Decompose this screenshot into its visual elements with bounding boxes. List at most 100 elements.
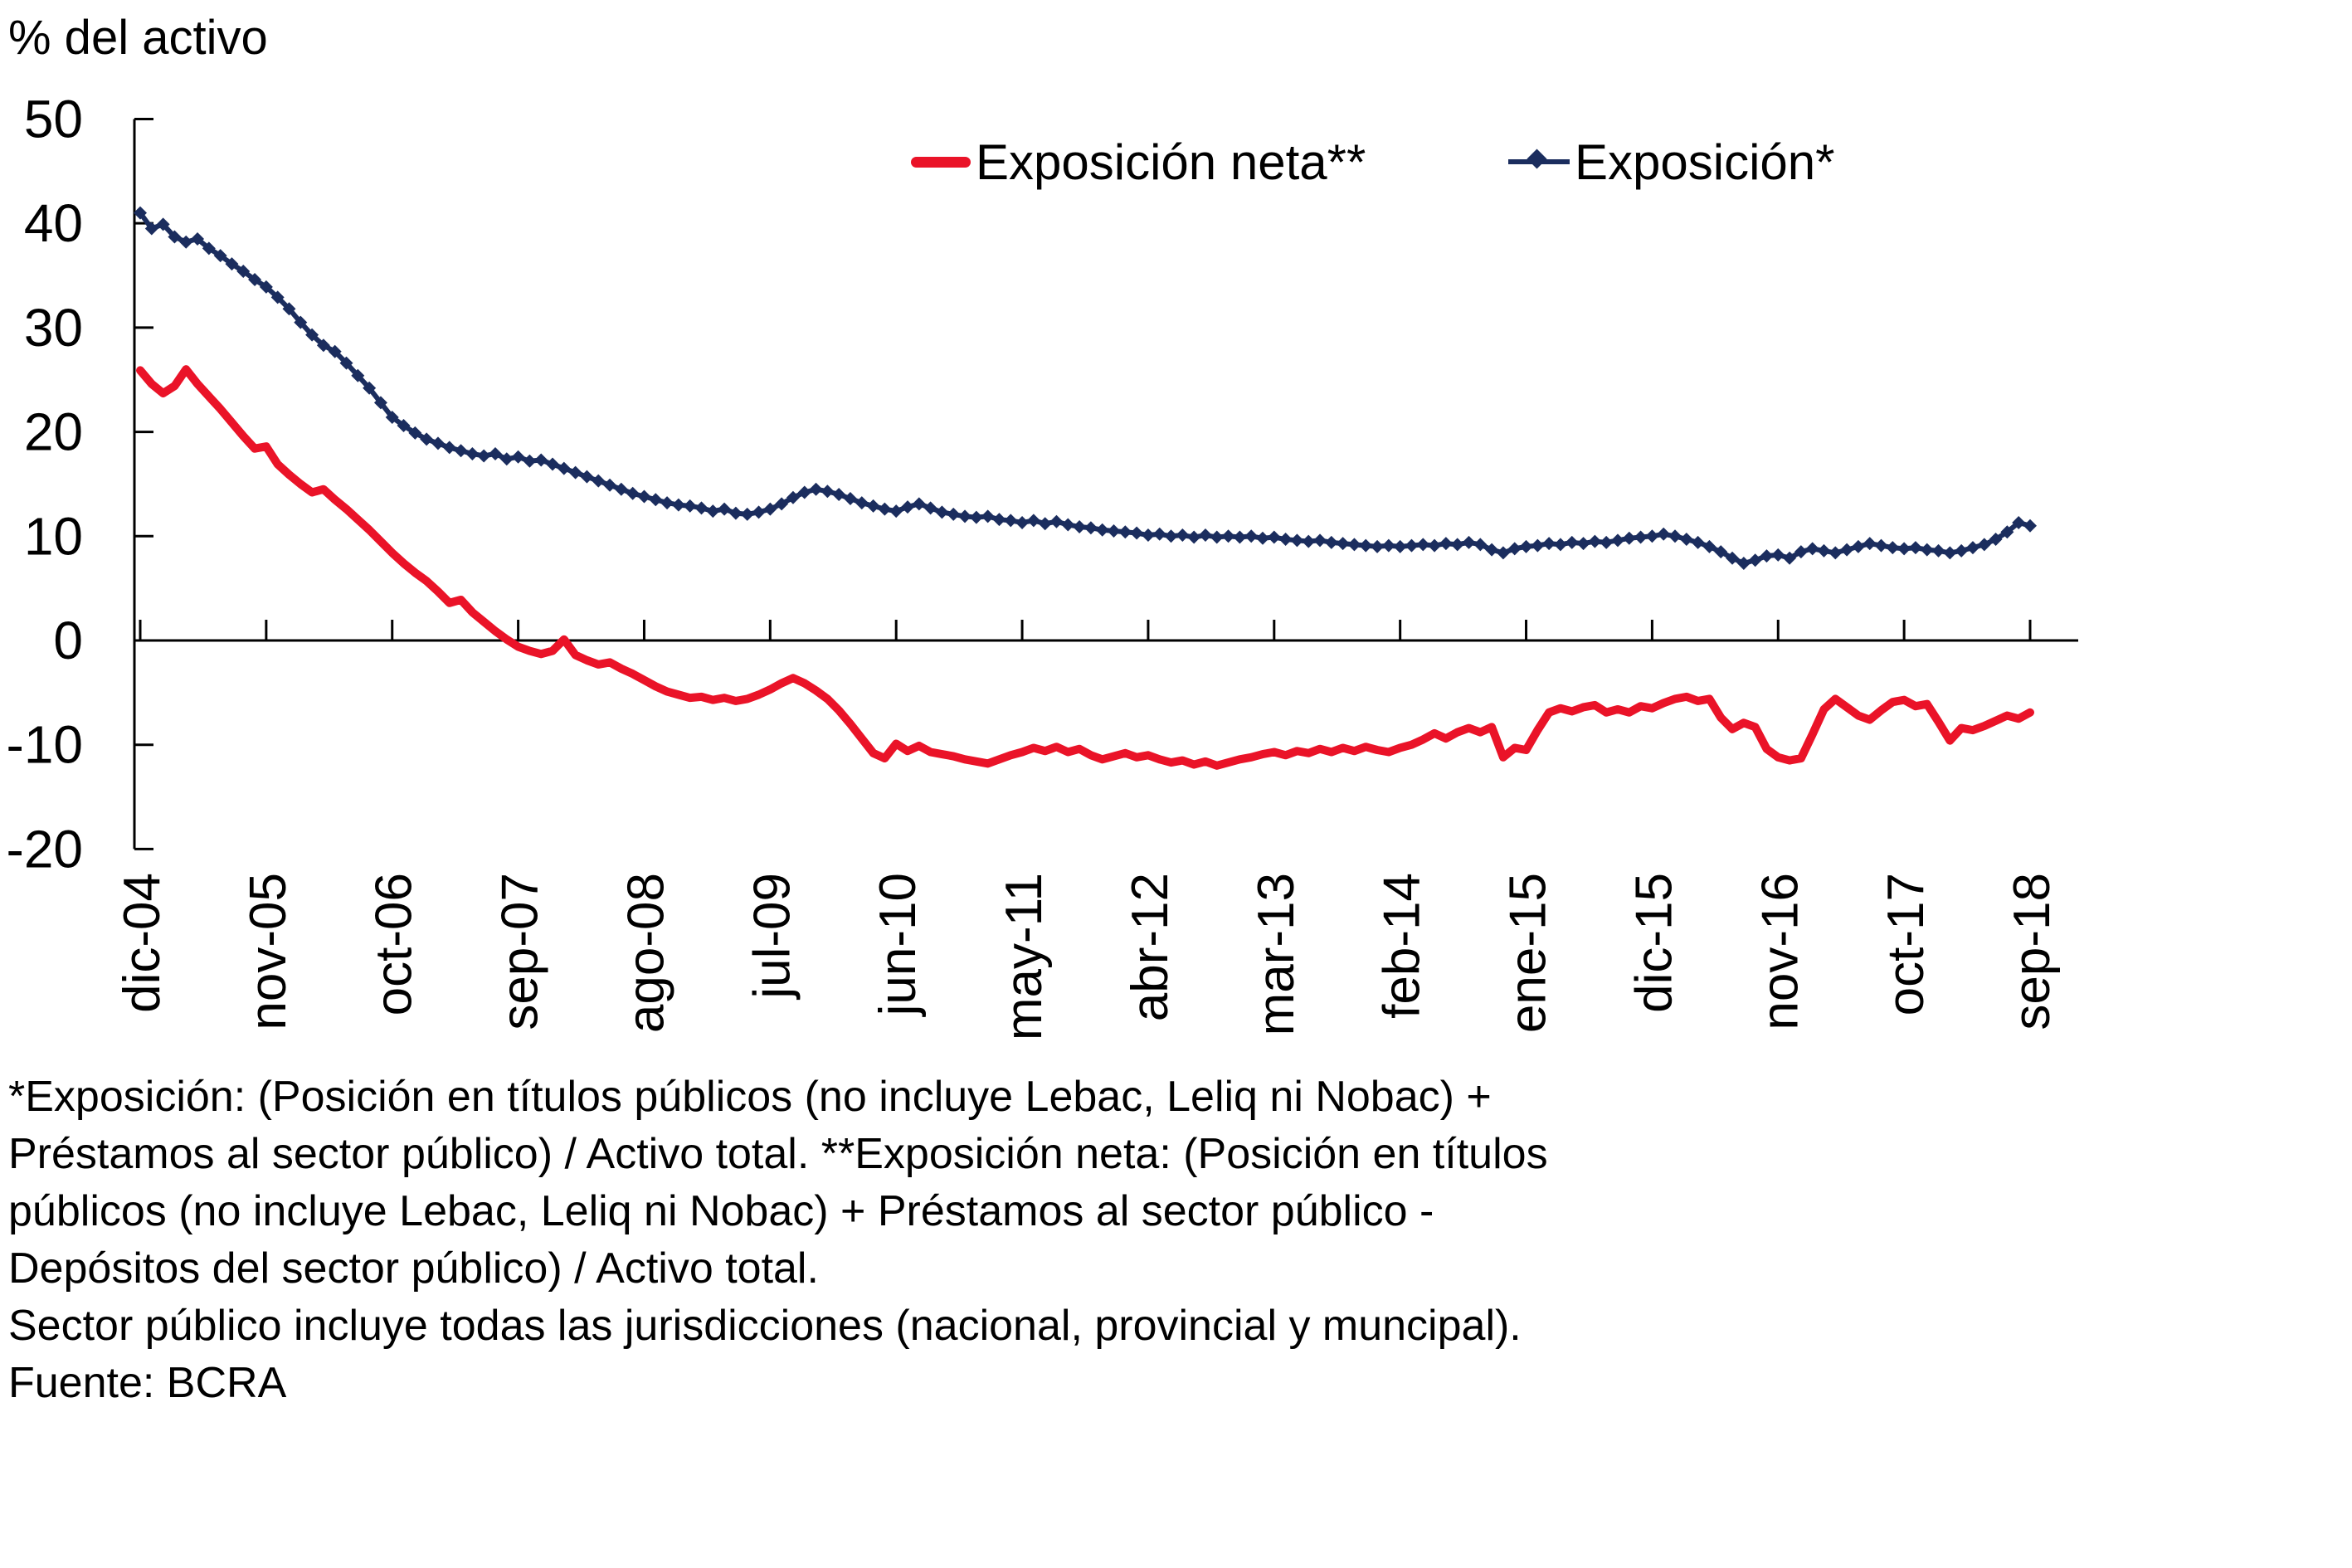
data-point-marker: [728, 506, 743, 520]
data-point-marker: [797, 485, 811, 499]
data-point-marker: [1977, 538, 1991, 552]
data-point-marker: [1588, 534, 1602, 548]
legend-navy-line-swatch: [1508, 149, 1570, 169]
data-point-marker: [1840, 543, 1854, 557]
x-tick-label: dic-04: [114, 873, 171, 1013]
footnote-line: Sector público incluye todas las jurisdi…: [8, 1302, 1522, 1350]
data-point-marker: [809, 482, 823, 496]
legend-label-exposicion-neta: Exposición neta**: [976, 134, 1366, 190]
data-point-marker: [592, 474, 606, 488]
data-point-marker: [1061, 518, 1075, 532]
data-point-marker: [339, 356, 353, 370]
data-point-marker: [144, 222, 158, 236]
data-point-marker: [923, 501, 937, 515]
data-point-marker: [373, 396, 387, 410]
data-point-marker: [1049, 514, 1064, 528]
data-point-marker: [671, 498, 685, 512]
data-point-marker: [385, 410, 399, 424]
y-tick-label: 30: [24, 298, 83, 358]
data-point-marker: [431, 436, 445, 450]
data-point-marker: [1805, 542, 1819, 556]
data-point-marker: [1817, 543, 1831, 558]
data-point-marker: [1381, 538, 1395, 553]
x-tick-label: nov-16: [1751, 873, 1809, 1030]
data-point-marker: [1026, 514, 1040, 528]
data-point-marker: [1015, 515, 1030, 529]
data-point-marker: [225, 257, 239, 271]
data-point-marker: [499, 452, 514, 466]
data-point-marker: [1255, 531, 1269, 545]
data-point-marker: [1313, 533, 1327, 548]
data-point-marker: [1496, 546, 1510, 560]
data-point-marker: [1405, 538, 1419, 553]
data-point-marker: [718, 502, 732, 516]
x-tick-label: dic-15: [1625, 873, 1682, 1013]
data-point-marker: [603, 478, 617, 492]
series-line-1: [138, 210, 2033, 566]
data-point-marker: [1965, 541, 1979, 555]
data-point-marker: [660, 496, 674, 510]
data-point-marker: [202, 241, 216, 256]
data-point-marker: [2023, 519, 2037, 533]
series-line-0: [136, 365, 2034, 770]
footnote-line: Préstamos al sector público) / Activo to…: [8, 1130, 1548, 1178]
legend-red-line-swatch: [911, 156, 971, 168]
legend-label-exposicion: Exposición*: [1575, 134, 1835, 190]
data-point-marker: [763, 502, 777, 516]
x-tick-label: sep-18: [2004, 873, 2061, 1030]
data-point-marker: [1531, 538, 1545, 553]
legend-item-exposicion: Exposición*: [1508, 133, 1835, 191]
data-point-marker: [363, 381, 377, 395]
data-point-marker: [1118, 525, 1132, 539]
data-point-marker: [1702, 539, 1717, 553]
y-tick-label: 40: [24, 193, 83, 253]
data-point-marker: [637, 489, 651, 504]
data-point-marker: [259, 280, 273, 294]
data-point-marker: [465, 446, 480, 460]
data-point-marker: [1244, 529, 1259, 543]
data-point-marker: [614, 482, 628, 496]
y-tick-label: -20: [7, 819, 84, 879]
data-point-marker: [2000, 525, 2014, 539]
data-point-marker: [1073, 519, 1087, 533]
data-point-marker: [1267, 530, 1281, 544]
data-point-marker: [901, 500, 915, 514]
data-point-marker: [477, 449, 491, 463]
data-point-marker: [134, 206, 147, 220]
footnote-line: Depósitos del sector público) / Activo t…: [8, 1244, 819, 1293]
data-point-marker: [270, 290, 285, 304]
series-markers-1: [134, 206, 2037, 570]
footnote-line: *Exposición: (Posición en títulos públic…: [8, 1073, 1492, 1121]
footnote-line: públicos (no incluye Lebac, Leliq ni Nob…: [8, 1187, 1434, 1235]
data-point-marker: [1714, 545, 1728, 559]
x-tick-label: ene-15: [1500, 873, 1557, 1033]
data-point-marker: [1886, 541, 1900, 555]
data-point-marker: [1083, 521, 1098, 535]
data-point-marker: [248, 273, 262, 287]
data-point-marker: [1943, 546, 1957, 560]
data-point-marker: [1931, 543, 1945, 558]
data-point-marker: [969, 510, 983, 524]
data-point-marker: [1164, 529, 1178, 543]
data-point-marker: [1439, 537, 1453, 551]
data-point-marker: [752, 505, 766, 519]
x-tick-label: ago-08: [617, 873, 674, 1033]
y-axis-title: % del activo: [8, 11, 268, 65]
data-point-marker: [179, 235, 193, 249]
data-point-marker: [649, 493, 663, 507]
data-point-marker: [1359, 538, 1373, 553]
x-tick-label: abr-12: [1122, 873, 1179, 1021]
data-point-marker: [442, 441, 456, 455]
data-point-marker: [1141, 528, 1155, 543]
y-tick-label: 20: [24, 402, 83, 462]
data-point-marker: [191, 232, 205, 246]
data-point-marker: [316, 338, 330, 353]
data-point-marker: [821, 485, 835, 499]
data-point-marker: [1622, 531, 1636, 545]
data-point-marker: [511, 450, 525, 464]
data-point-marker: [1130, 526, 1144, 540]
data-point-marker: [1095, 523, 1109, 537]
data-point-marker: [1553, 538, 1567, 552]
